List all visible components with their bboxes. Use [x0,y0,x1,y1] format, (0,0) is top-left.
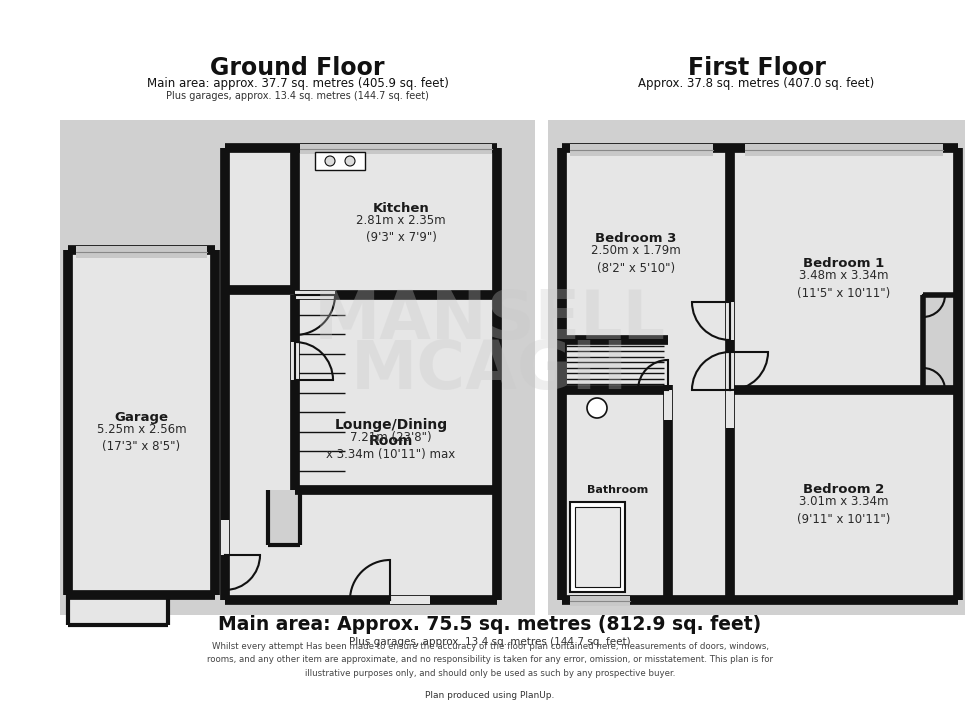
Text: Kitchen: Kitchen [372,201,429,214]
Bar [268,490,300,545]
Text: 3.01m x 3.34m
(9'11" x 10'11"): 3.01m x 3.34m (9'11" x 10'11") [798,496,891,526]
Bar [300,144,492,154]
Bar [60,120,535,615]
Bar [390,596,430,604]
Circle shape [345,156,355,166]
Bar [726,390,734,428]
Bar [225,148,497,600]
Bar [664,390,672,420]
Bar [68,595,168,625]
Bar [315,152,365,170]
Text: Main area: Approx. 75.5 sq. metres (812.9 sq. feet): Main area: Approx. 75.5 sq. metres (812.… [219,615,761,634]
Bar [570,502,625,592]
Text: Ground Floor: Ground Floor [211,56,385,80]
Bar [570,596,630,606]
Text: MANSELL: MANSELL [314,287,666,353]
Text: Whilst every attempt Has been made to ensure the accuracy of the floor plan cont: Whilst every attempt Has been made to en… [207,642,773,678]
Text: Plan produced using PlanUp.: Plan produced using PlanUp. [425,691,555,699]
Text: Bedroom 2: Bedroom 2 [804,483,885,496]
Text: Bedroom 3: Bedroom 3 [595,232,676,245]
Bar [745,144,943,156]
Bar [548,120,965,615]
Circle shape [577,530,607,560]
Text: Garage: Garage [115,411,169,424]
Bar [295,291,335,299]
Bar [562,148,958,600]
Bar [68,250,215,595]
Bar [575,507,620,587]
Text: 2.50m x 1.79m
(8'2" x 5'10"): 2.50m x 1.79m (8'2" x 5'10") [591,244,681,275]
Text: Bathroom: Bathroom [587,485,649,495]
Text: 5.25m x 2.56m
(17'3" x 8'5"): 5.25m x 2.56m (17'3" x 8'5") [97,423,186,454]
Text: 7.21m (23'8")
x 3.34m (10'11") max: 7.21m (23'8") x 3.34m (10'11") max [326,431,456,461]
Text: 3.48m x 3.34m
(11'5" x 10'11"): 3.48m x 3.34m (11'5" x 10'11") [798,269,891,300]
Bar [76,246,207,258]
Text: Plus garages, approx. 13.4 sq. metres (144.7 sq. feet): Plus garages, approx. 13.4 sq. metres (1… [349,637,631,647]
Bar [579,523,605,537]
Bar [221,520,229,555]
Bar [923,295,958,390]
Text: 2.81m x 2.35m
(9'3" x 7'9"): 2.81m x 2.35m (9'3" x 7'9") [356,214,446,244]
Bar [315,152,365,170]
Circle shape [325,156,335,166]
Bar [726,352,734,390]
Bar [291,342,299,380]
Text: Plus garages, approx. 13.4 sq. metres (144.7 sq. feet): Plus garages, approx. 13.4 sq. metres (1… [166,91,429,101]
Circle shape [587,398,607,418]
Text: Lounge/Dining
Room: Lounge/Dining Room [334,417,448,448]
Text: MCAGH: MCAGH [351,337,629,403]
Text: Main area: approx. 37.7 sq. metres (405.9 sq. feet): Main area: approx. 37.7 sq. metres (405.… [147,76,449,90]
Text: Approx. 37.8 sq. metres (407.0 sq. feet): Approx. 37.8 sq. metres (407.0 sq. feet) [638,76,874,90]
Bar [570,144,713,156]
Bar [726,302,734,340]
Text: First Floor: First Floor [688,56,825,80]
Text: Bedroom 1: Bedroom 1 [804,257,885,270]
